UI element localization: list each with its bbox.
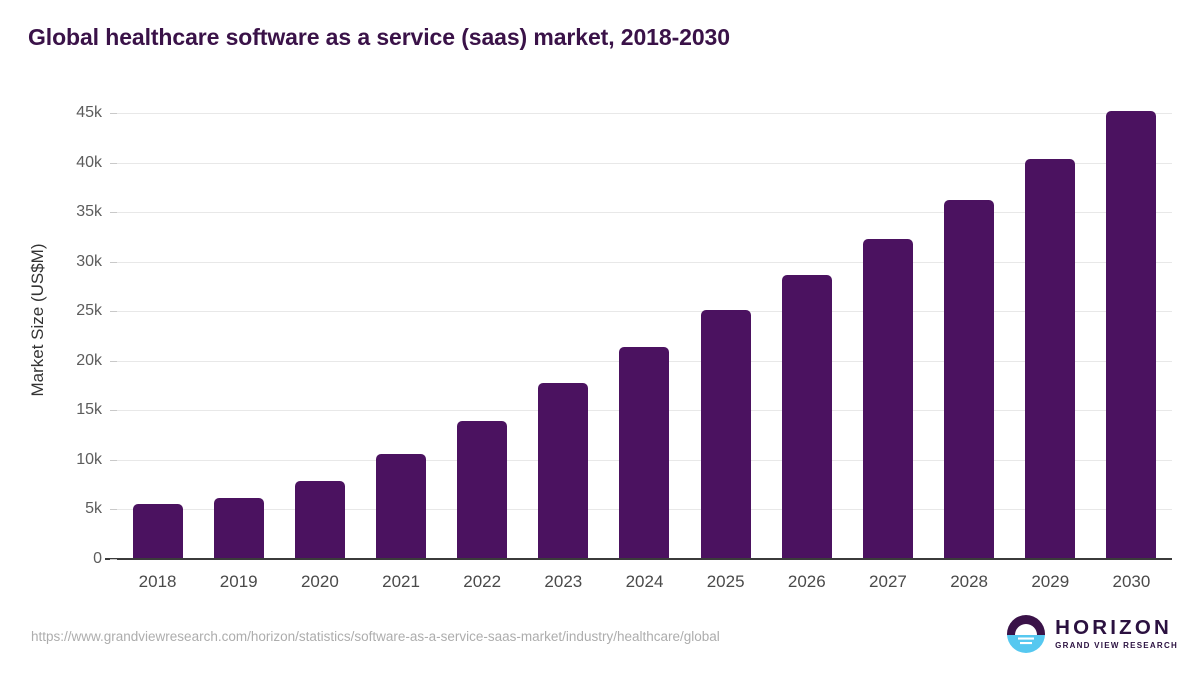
x-axis-tick-label: 2030 <box>1112 572 1151 591</box>
bar-group[interactable]: 2026 <box>766 113 847 591</box>
horizon-logo-text: HORIZON GRAND VIEW RESEARCH <box>1055 615 1178 651</box>
footer-divider <box>0 604 1200 605</box>
y-axis-tick-mark <box>110 559 117 560</box>
x-axis-tick-label: 2019 <box>219 572 258 591</box>
bar[interactable] <box>294 480 345 559</box>
bar[interactable] <box>213 497 264 559</box>
bar[interactable] <box>619 346 670 559</box>
y-axis-tick-mark <box>110 261 117 263</box>
y-axis-tick-mark <box>110 162 117 164</box>
x-axis-line <box>105 558 1172 560</box>
bar-group[interactable]: 2027 <box>847 113 928 591</box>
y-axis-tick-label: 35k <box>76 203 102 221</box>
gridline <box>117 113 1172 114</box>
x-axis-tick-label: 2026 <box>787 572 826 591</box>
logo-tagline: GRAND VIEW RESEARCH <box>1055 641 1178 651</box>
bar-group[interactable]: 2025 <box>685 113 766 591</box>
gridline <box>117 311 1172 313</box>
x-axis-tick-label: 2029 <box>1031 572 1070 591</box>
bar[interactable] <box>375 454 426 559</box>
x-axis-tick-label: 2024 <box>625 572 664 591</box>
y-axis-tick-label: 40k <box>76 153 102 171</box>
bar-group[interactable]: 2019 <box>198 113 279 591</box>
page-title: Global healthcare software as a service … <box>28 24 730 50</box>
x-axis-tick-label: 2020 <box>300 572 339 591</box>
y-axis-tick-label: 5k <box>85 500 102 518</box>
y-axis-tick-mark <box>110 360 117 362</box>
y-axis-tick-mark <box>110 311 117 313</box>
bar-group[interactable]: 2029 <box>1010 113 1091 591</box>
bar-group[interactable]: 2028 <box>929 113 1010 591</box>
bar[interactable] <box>781 274 832 559</box>
plot-area: 2018 2019 2020 2021 2022 2023 2024 2025 2026 2027… <box>117 111 1172 591</box>
y-axis-tick-label: 25k <box>76 302 102 320</box>
bar-group[interactable]: 2023 <box>523 113 604 591</box>
x-axis-tick-label: 2023 <box>544 572 583 591</box>
bar[interactable] <box>538 382 589 559</box>
y-axis-tick-mark <box>110 459 117 461</box>
y-axis-tick-label: 30k <box>76 252 102 270</box>
x-axis-tick-label: 2021 <box>382 572 420 591</box>
bar[interactable] <box>1025 158 1076 559</box>
y-axis-tick-label: 0 <box>93 550 102 567</box>
y-axis-tick-mark <box>110 410 117 412</box>
gridline <box>117 212 1172 214</box>
logo-wordmark: HORIZON <box>1055 615 1173 639</box>
bar-group[interactable]: 2020 <box>279 113 360 591</box>
y-axis-tick-label: 10k <box>76 450 102 468</box>
bar[interactable] <box>944 200 995 559</box>
y-axis-tick-label: 15k <box>76 401 102 419</box>
y-axis-tick-mark <box>110 509 117 511</box>
bar-group[interactable]: 2021 <box>360 113 441 591</box>
x-axis-tick-label: 2025 <box>706 572 745 591</box>
bar-group[interactable]: 2024 <box>604 113 685 591</box>
bar-group[interactable]: 2030 <box>1091 111 1172 591</box>
bar-group[interactable]: 2018 <box>117 113 198 591</box>
bar[interactable] <box>862 238 913 559</box>
gridline <box>117 162 1172 164</box>
y-axis-tick-labels: 0 5k 10k 15k 20k 25k 30k 35k 40k 45k <box>40 104 102 567</box>
bar[interactable] <box>132 503 183 559</box>
y-axis-tick-label: 20k <box>76 351 102 369</box>
horizon-logo[interactable]: HORIZON GRAND VIEW RESEARCH <box>1006 614 1178 654</box>
x-axis-tick-label: 2027 <box>869 572 907 591</box>
bar[interactable] <box>457 421 508 559</box>
x-axis-tick-label: 2028 <box>950 572 989 591</box>
bar-group[interactable]: 2022 <box>442 113 523 591</box>
bar[interactable] <box>1106 111 1157 559</box>
bar[interactable] <box>700 310 751 559</box>
y-axis-tick-label: 45k <box>76 104 102 121</box>
source-url-link[interactable]: https://www.grandviewresearch.com/horizo… <box>31 629 720 644</box>
horizon-logo-icon <box>1007 615 1046 653</box>
x-axis-tick-label: 2018 <box>138 572 177 591</box>
gridline <box>117 261 1172 263</box>
y-axis-tick-mark <box>110 212 117 214</box>
y-axis-tick-mark <box>110 113 117 114</box>
x-axis-tick-label: 2022 <box>463 572 502 591</box>
